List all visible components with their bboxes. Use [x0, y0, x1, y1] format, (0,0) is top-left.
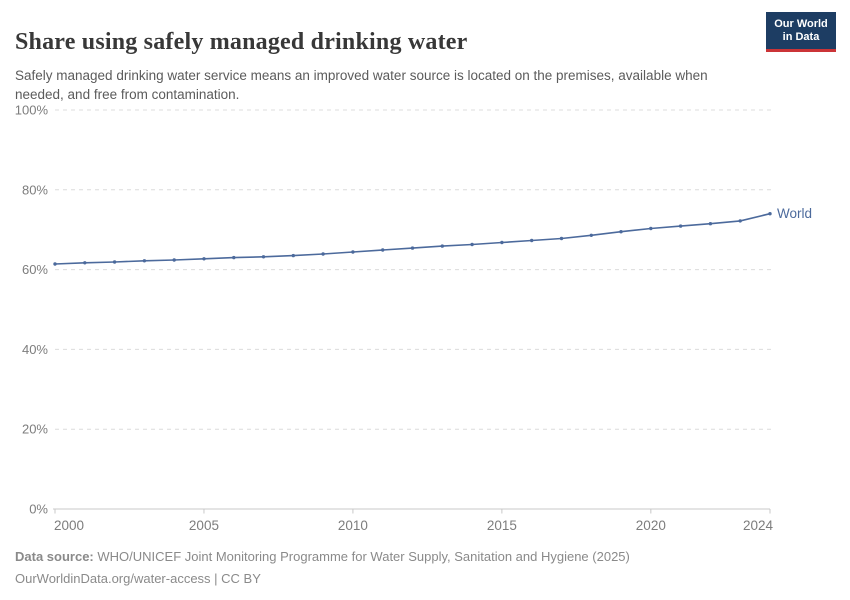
owid-logo-line2: in Data — [782, 31, 820, 43]
data-point[interactable] — [232, 255, 236, 260]
data-source-text: WHO/UNICEF Joint Monitoring Programme fo… — [93, 549, 630, 564]
y-tick-label: 100% — [15, 103, 49, 118]
data-point[interactable] — [53, 262, 57, 266]
x-tick-label: 2020 — [636, 518, 666, 533]
chart-subtitle: Safely managed drinking water service me… — [15, 67, 708, 102]
data-point[interactable] — [261, 255, 266, 259]
data-point[interactable] — [351, 250, 355, 254]
data-point[interactable] — [410, 246, 415, 250]
data-point[interactable] — [768, 212, 772, 216]
x-tick-label: 2000 — [54, 518, 84, 533]
data-point[interactable] — [112, 260, 117, 264]
series-end-label[interactable]: World — [777, 206, 812, 221]
license-line: OurWorldinData.org/water-access | CC BY — [15, 570, 261, 586]
data-point[interactable] — [381, 248, 385, 252]
y-tick-label: 60% — [22, 262, 48, 277]
chart-footer: Data source: WHO/UNICEF Joint Monitoring… — [15, 546, 815, 589]
y-tick-label: 0% — [29, 502, 48, 517]
y-tick-label: 80% — [22, 182, 48, 197]
data-point[interactable] — [500, 240, 504, 245]
x-tick-label: 2015 — [487, 518, 517, 533]
y-tick-label: 40% — [22, 342, 48, 357]
data-point[interactable] — [83, 261, 87, 265]
series-line[interactable] — [54, 212, 771, 265]
owid-logo-line1: Our World — [774, 18, 828, 30]
data-point[interactable] — [172, 258, 176, 262]
data-source-line: Data source: WHO/UNICEF Joint Monitoring… — [15, 546, 815, 568]
data-point[interactable] — [649, 226, 653, 231]
x-tick-label: 2005 — [189, 518, 219, 533]
data-point[interactable] — [470, 242, 474, 247]
data-point[interactable] — [530, 238, 534, 243]
data-point[interactable] — [738, 219, 742, 223]
x-tick-label: 2024 — [743, 518, 774, 533]
y-tick-label: 20% — [22, 422, 48, 437]
data-point[interactable] — [708, 222, 713, 226]
owid-logo[interactable]: Our World in Data — [766, 12, 836, 52]
data-source-label: Data source: — [15, 549, 94, 564]
data-point[interactable] — [440, 244, 444, 248]
data-point[interactable] — [291, 253, 295, 258]
data-point[interactable] — [142, 259, 147, 263]
data-point[interactable] — [619, 230, 623, 234]
data-point[interactable] — [202, 257, 206, 261]
data-point[interactable] — [678, 224, 683, 228]
data-point[interactable] — [589, 233, 593, 237]
data-point[interactable] — [321, 252, 325, 256]
series-world[interactable] — [53, 212, 772, 266]
x-tick-label: 2010 — [338, 518, 368, 533]
page-title: Share using safely managed drinking wate… — [15, 29, 468, 56]
data-point[interactable] — [559, 236, 564, 241]
